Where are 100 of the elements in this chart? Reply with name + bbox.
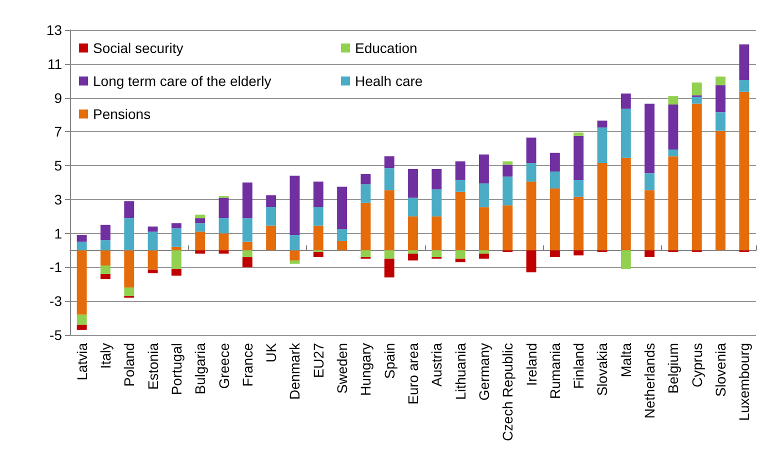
bar <box>337 186 347 230</box>
bar <box>360 184 371 203</box>
bar <box>76 242 87 250</box>
x-tick-label: Ireland <box>523 343 540 386</box>
bar <box>100 266 110 274</box>
x-tick-label: Spain <box>381 343 398 379</box>
x-tick-label: Netherlands <box>642 343 658 418</box>
x-tick-label: Cyprus <box>688 343 705 388</box>
bar <box>266 195 276 208</box>
y-tick-label: 9 <box>54 90 62 106</box>
bar <box>124 288 134 296</box>
bar <box>479 207 489 250</box>
y-tick-label: -1 <box>50 259 62 276</box>
y-tick-label: -5 <box>50 327 62 343</box>
bar <box>432 168 442 190</box>
legend-label: Social security <box>93 40 184 56</box>
bar <box>644 250 655 258</box>
x-tick-label: Slovakia <box>594 342 610 396</box>
bar <box>668 96 678 105</box>
legend-label: Pensions <box>93 106 151 122</box>
x-tick-label: Portugal <box>168 343 184 396</box>
bar <box>313 252 324 258</box>
bar <box>266 207 276 226</box>
bar <box>195 214 206 218</box>
bar <box>384 190 394 250</box>
bar <box>620 108 631 158</box>
bar <box>100 250 110 266</box>
bar <box>171 223 182 228</box>
x-tick-label: Slovenia <box>712 342 729 397</box>
bar <box>313 226 324 250</box>
x-tick-label: Estonia <box>144 342 161 390</box>
bar <box>384 250 394 259</box>
bar <box>290 260 300 264</box>
bar <box>337 240 347 250</box>
bar <box>644 104 655 174</box>
bar <box>716 130 726 250</box>
x-tick-label: Italy <box>97 343 114 369</box>
bar <box>526 182 536 250</box>
bar <box>218 198 229 218</box>
bar <box>644 173 655 190</box>
bar <box>148 250 158 270</box>
x-tick-label: Sweden <box>334 343 350 394</box>
x-tick-label: Belgium <box>665 343 682 394</box>
x-tick-label: Hungary <box>358 343 374 396</box>
bar <box>455 180 466 192</box>
x-tick-label: Luxembourg <box>736 343 752 421</box>
bar <box>195 218 206 224</box>
bar <box>171 250 182 269</box>
bar <box>408 254 418 260</box>
bar <box>171 246 182 250</box>
x-tick-label: Denmark <box>286 342 303 400</box>
bar <box>526 250 536 272</box>
bar <box>550 152 560 172</box>
bar <box>290 235 300 250</box>
bar <box>716 112 726 131</box>
legend-label: Education <box>355 40 418 56</box>
bar <box>100 224 110 240</box>
bar <box>408 216 418 250</box>
bar <box>360 174 371 184</box>
bar <box>76 324 87 330</box>
bar <box>148 232 158 250</box>
x-tick-label: Poland <box>121 343 138 387</box>
bar <box>739 44 750 80</box>
bar <box>195 223 206 232</box>
y-tick-label: 3 <box>54 191 62 208</box>
bar <box>171 268 182 276</box>
bar <box>218 233 229 250</box>
bar <box>76 314 87 325</box>
x-tick-label: Lithuania <box>452 342 468 400</box>
bar <box>479 254 489 259</box>
bar <box>479 154 489 184</box>
bar <box>124 201 134 218</box>
bar <box>526 163 536 182</box>
legend-label: Long term care of the elderly <box>93 73 272 89</box>
x-tick-label: France <box>239 342 256 387</box>
x-tick-label: Rumania <box>546 342 563 400</box>
bar <box>408 198 418 216</box>
bar <box>739 80 750 92</box>
bar <box>242 182 252 218</box>
bar <box>242 242 252 250</box>
y-tick-label: 5 <box>54 158 62 174</box>
bar <box>218 218 229 234</box>
bar <box>692 96 702 104</box>
bar <box>148 226 158 232</box>
x-tick-label: Austria <box>428 342 445 387</box>
x-tick-label: Germany <box>476 343 492 401</box>
x-tick-label: Greece <box>216 342 232 389</box>
x-tick-label: UK <box>263 342 280 362</box>
x-tick-label: Euro area <box>405 342 421 404</box>
x-tick-label: Bulgaria <box>192 342 208 394</box>
bar <box>242 250 252 258</box>
bar <box>242 218 252 242</box>
bar <box>100 274 110 280</box>
bar <box>290 176 300 236</box>
bar <box>620 94 631 109</box>
bar <box>668 149 678 156</box>
bar <box>266 226 276 250</box>
bar <box>550 188 560 250</box>
x-tick-label: EU27 <box>310 342 326 378</box>
x-tick-label: Malta <box>618 342 634 378</box>
